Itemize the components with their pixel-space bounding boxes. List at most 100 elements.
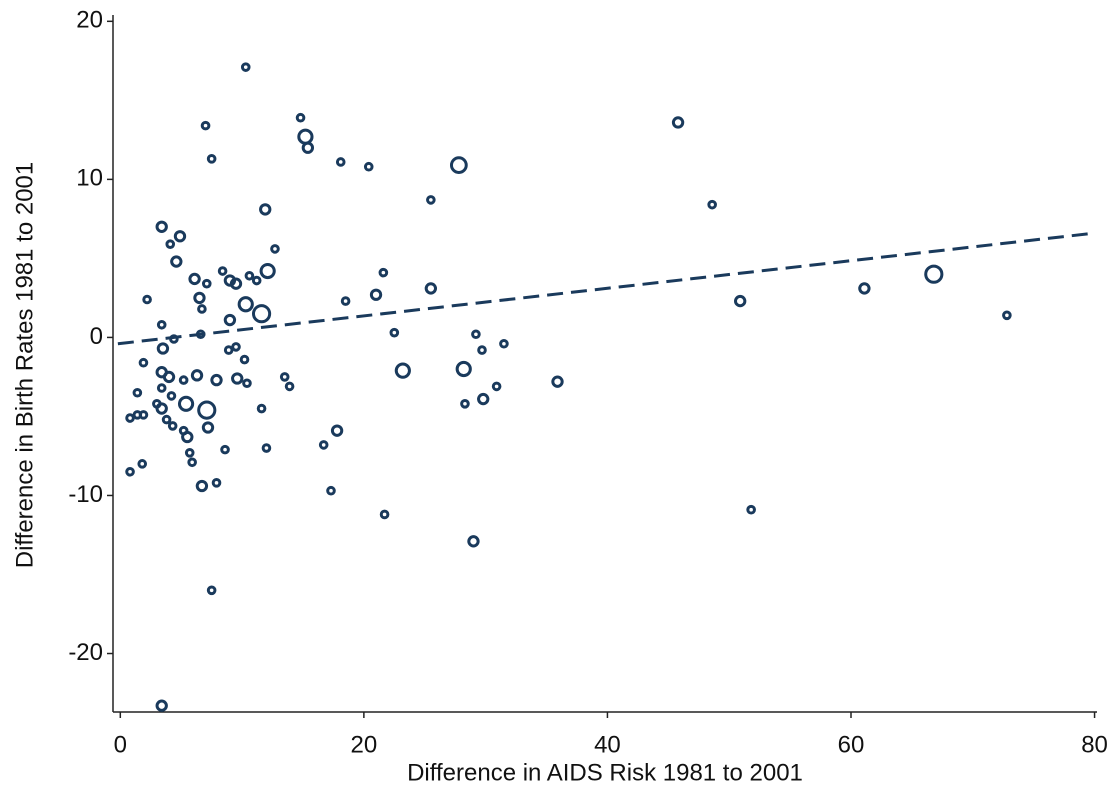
bubble xyxy=(251,304,272,324)
bubble xyxy=(394,362,411,379)
x-tick-label: 80 xyxy=(1081,731,1108,758)
bubble xyxy=(142,294,152,305)
bubble xyxy=(206,154,217,164)
bubble xyxy=(206,585,217,596)
bubble xyxy=(223,345,234,355)
bubble xyxy=(211,478,222,488)
bubble xyxy=(491,381,502,392)
bubble xyxy=(295,112,306,123)
bubble xyxy=(220,444,230,455)
bubble xyxy=(242,378,252,389)
bubble xyxy=(471,329,481,340)
bubble xyxy=(330,424,344,437)
y-axis-title: Difference in Birth Rates 1981 to 2001 xyxy=(11,162,38,568)
bubble xyxy=(671,116,685,129)
bubble xyxy=(197,304,207,314)
bubble xyxy=(170,255,183,268)
x-tick-label: 0 xyxy=(114,731,127,758)
bubble xyxy=(155,220,168,233)
bubble xyxy=(132,387,143,398)
bubble xyxy=(197,400,217,420)
bubble xyxy=(152,399,162,409)
bubble xyxy=(734,294,747,308)
bubble xyxy=(201,421,215,434)
x-tick-label: 20 xyxy=(351,731,378,758)
bubble xyxy=(162,370,176,384)
bubble xyxy=(166,391,177,401)
bubble xyxy=(363,161,374,172)
bubble xyxy=(178,375,189,385)
bubble xyxy=(188,272,201,286)
bubble xyxy=(378,267,389,278)
bubble xyxy=(460,399,470,409)
bubble xyxy=(326,485,336,496)
bubble xyxy=(187,457,197,468)
x-tick-label: 40 xyxy=(594,731,621,758)
bubble xyxy=(200,120,211,131)
bubble xyxy=(125,466,135,477)
bubble xyxy=(551,375,564,388)
bubble xyxy=(177,395,195,412)
bubble xyxy=(223,313,237,327)
bubble xyxy=(201,278,212,289)
bubble xyxy=(137,459,148,469)
bubble xyxy=(190,369,204,382)
bubble xyxy=(229,277,243,290)
bubble xyxy=(284,381,295,392)
bubble xyxy=(426,195,436,205)
bubble xyxy=(318,440,329,450)
bubble xyxy=(259,203,272,216)
bubble xyxy=(231,342,241,352)
bubble xyxy=(193,291,206,305)
bubble xyxy=(237,296,254,313)
bubble xyxy=(746,504,756,515)
y-tick-label: 20 xyxy=(76,7,103,34)
bubble xyxy=(707,199,717,210)
bubble xyxy=(477,345,487,355)
bubble xyxy=(477,392,490,406)
x-tick-label: 60 xyxy=(838,731,865,758)
bubble xyxy=(389,327,400,338)
bubble xyxy=(125,413,135,423)
bubble xyxy=(499,338,509,349)
bubble xyxy=(156,319,167,330)
x-axis-title: Difference in AIDS Risk 1981 to 2001 xyxy=(407,759,803,786)
bubble xyxy=(155,699,168,712)
fit-line xyxy=(117,231,1095,346)
bubble xyxy=(297,128,314,145)
bubble xyxy=(210,373,223,387)
y-tick-label: -20 xyxy=(68,639,103,666)
bubble xyxy=(335,157,346,167)
bubble xyxy=(259,262,276,280)
bubble xyxy=(167,421,178,431)
bubble xyxy=(231,372,244,385)
bubble xyxy=(156,342,170,355)
bubble xyxy=(138,357,149,368)
bubble xyxy=(369,288,383,301)
bubble xyxy=(924,264,944,284)
bubble xyxy=(138,410,149,420)
bubble xyxy=(195,479,209,493)
bubble xyxy=(181,430,194,444)
bubble xyxy=(256,403,267,414)
bubble xyxy=(301,141,315,154)
bubble xyxy=(340,296,351,306)
bubble xyxy=(173,230,187,243)
bubble xyxy=(240,62,251,72)
bubble xyxy=(217,266,228,276)
bubble xyxy=(261,443,272,453)
bubble xyxy=(244,270,255,281)
y-tick-label: 0 xyxy=(90,323,103,350)
bubble xyxy=(1002,310,1012,321)
y-tick-label: -10 xyxy=(68,481,103,508)
bubble xyxy=(858,282,871,295)
bubble xyxy=(184,447,195,458)
bubble xyxy=(251,275,262,286)
bubble xyxy=(449,156,468,175)
bubble xyxy=(156,383,167,393)
bubble xyxy=(455,360,472,378)
bubble xyxy=(279,372,290,382)
bubble xyxy=(270,244,280,254)
bubble xyxy=(165,239,176,249)
bubble xyxy=(424,282,438,295)
